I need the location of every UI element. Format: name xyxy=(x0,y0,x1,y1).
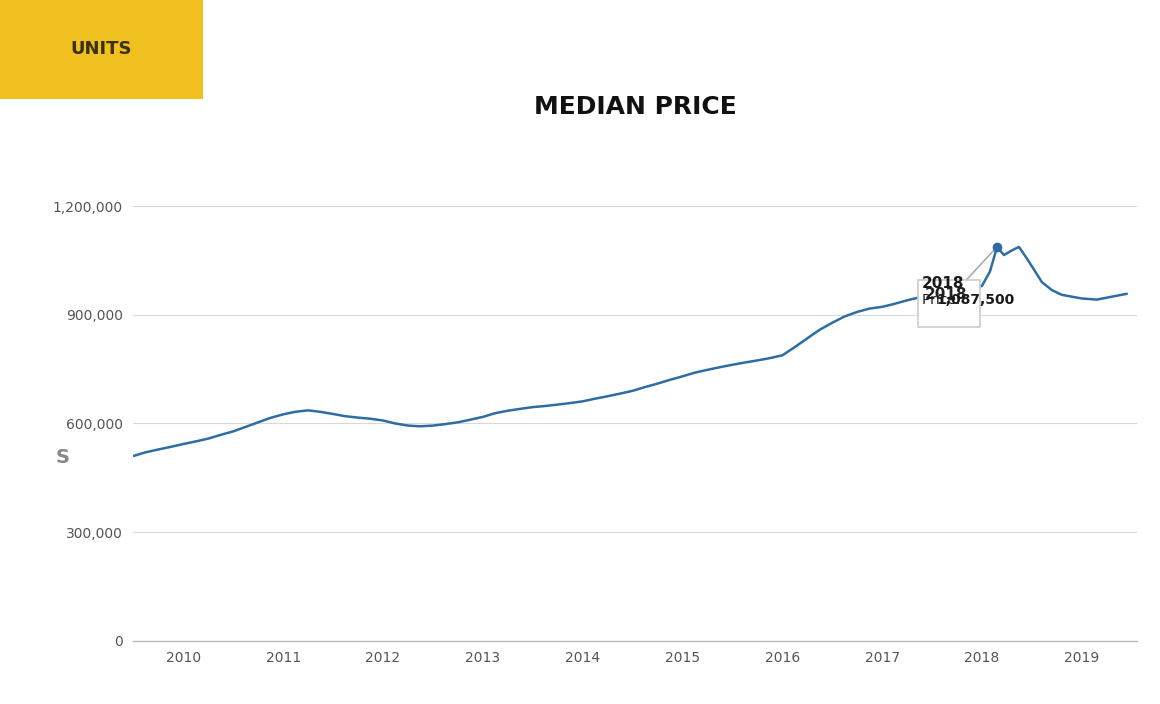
FancyBboxPatch shape xyxy=(0,0,203,99)
Text: 2018: 2018 xyxy=(922,276,965,291)
FancyBboxPatch shape xyxy=(919,280,980,327)
Text: 2018: 2018 xyxy=(926,287,967,302)
Text: UNITS: UNITS xyxy=(71,40,132,58)
Title: MEDIAN PRICE: MEDIAN PRICE xyxy=(534,95,737,119)
Text: S: S xyxy=(56,448,70,467)
Text: 1,087,500: 1,087,500 xyxy=(936,293,1015,307)
Text: Price:: Price: xyxy=(922,293,965,307)
